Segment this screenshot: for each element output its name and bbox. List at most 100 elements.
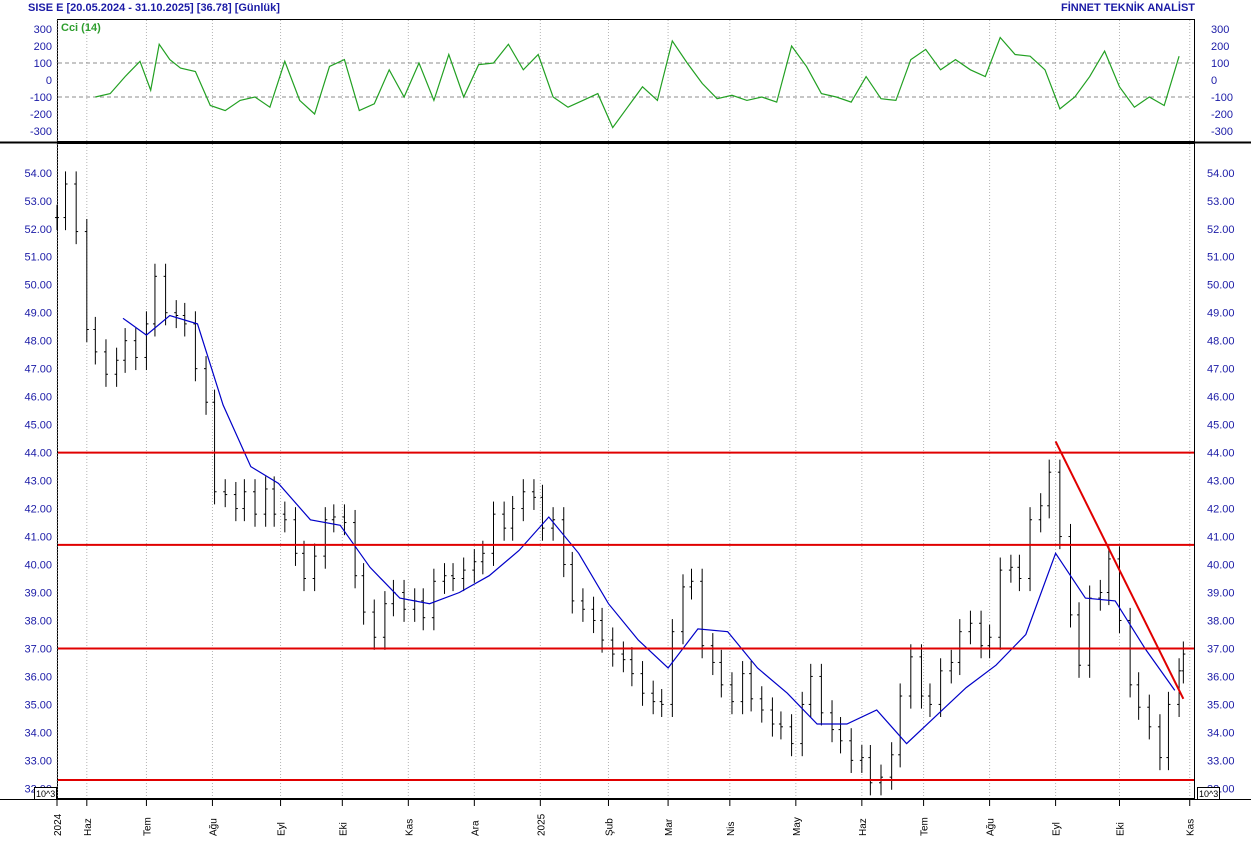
cci-tick-label-left: 100: [34, 58, 52, 70]
price-tick-label-right: 46.00: [1207, 392, 1235, 404]
x-tick-label: Tem: [920, 817, 931, 836]
x-tick-label: Eyl: [1052, 822, 1063, 836]
price-tick-label-left: 36.00: [24, 671, 52, 683]
x-tick-label: Eki: [338, 822, 349, 836]
price-tick-label-left: 41.00: [24, 532, 52, 544]
trendline: [1054, 440, 1185, 700]
price-tick-label-left: 50.00: [24, 280, 52, 292]
cci-tick-label-right: 200: [1211, 41, 1229, 53]
price-tick-label-right: 41.00: [1207, 532, 1235, 544]
price-panel-frame: [57, 143, 1195, 799]
price-tick-label-left: 42.00: [24, 504, 52, 516]
price-tick-label-left: 43.00: [24, 476, 52, 488]
cci-tick-label-left: 200: [34, 41, 52, 53]
x-tick-label: Haz: [858, 818, 869, 836]
price-tick-label-left: 49.00: [24, 308, 52, 320]
x-tick-label: Ağu: [986, 818, 997, 836]
horizontal-levels: [58, 451, 1194, 781]
x-tick-label: Ağu: [208, 818, 219, 836]
price-tick-label-left: 38.00: [24, 615, 52, 627]
cci-tick-label-left: -200: [30, 109, 52, 121]
price-tick-label-left: 40.00: [24, 560, 52, 572]
x-tick-label: 2025: [536, 813, 547, 836]
cci-tick-label-left: 0: [46, 75, 52, 87]
x-tick-label: Şub: [604, 818, 615, 836]
price-tick-label-left: 33.00: [24, 755, 52, 767]
cci-axis-ticks: 300 300 200 200 100 100 0 0 -100 -100 -200 -200 -300…: [30, 24, 1233, 138]
x-tick-label: Haz: [83, 818, 94, 836]
cci-label: Cci (14): [61, 22, 101, 34]
price-tick-label-right: 35.00: [1207, 699, 1235, 711]
price-tick-label-left: 39.00: [24, 588, 52, 600]
price-tick-label-right: 50.00: [1207, 280, 1235, 292]
price-tick-label-right: 52.00: [1207, 224, 1235, 236]
cci-tick-label-right: 100: [1211, 58, 1229, 70]
price-tick-label-right: 47.00: [1207, 364, 1235, 376]
price-tick-label-left: 54.00: [24, 168, 52, 180]
price-tick-label-left: 45.00: [24, 420, 52, 432]
price-tick-label-left: 53.00: [24, 196, 52, 208]
moving-average-series: [122, 314, 1176, 745]
volume-scale-box-left: [34, 787, 57, 800]
price-tick-label-right: 42.00: [1207, 504, 1235, 516]
x-tick-label: Tem: [142, 817, 153, 836]
chart-header-right: FİNNET TEKNİK ANALİST: [1060, 2, 1195, 14]
chart-header-left: SISE E [20.05.2024 - 31.10.2025] [36.78]…: [28, 2, 280, 14]
price-tick-label-left: 48.00: [24, 336, 52, 348]
cci-tick-label-right: -100: [1211, 92, 1233, 104]
x-tick-label: Ara: [470, 820, 481, 836]
price-tick-label-right: 54.00: [1207, 168, 1235, 180]
price-bars: [55, 171, 1186, 796]
cci-tick-label-left: -300: [30, 126, 52, 138]
price-tick-label-left: 34.00: [24, 727, 52, 739]
price-axis-ticks: 54.00 54.00 53.00 53.00 52.00 52.00 51.00 51.00…: [24, 168, 1234, 796]
price-tick-label-left: 52.00: [24, 224, 52, 236]
price-tick-label-right: 34.00: [1207, 727, 1235, 739]
price-tick-label-right: 48.00: [1207, 336, 1235, 348]
x-tick-label: Eyl: [277, 822, 288, 836]
cci-line: [95, 36, 1180, 129]
cci-tick-label-right: 0: [1211, 75, 1217, 87]
price-tick-label-right: 39.00: [1207, 588, 1235, 600]
x-tick-label: Eki: [1115, 822, 1126, 836]
price-tick-label-right: 49.00: [1207, 308, 1235, 320]
price-tick-label-right: 36.00: [1207, 671, 1235, 683]
price-tick-label-left: 51.00: [24, 252, 52, 264]
x-axis-ticks: 2024 Haz Tem Ağu Eyl Eki Kas Ara 2025 Şub Mar Nis Ma…: [53, 800, 1197, 836]
cci-tick-label-left: -100: [30, 92, 52, 104]
price-tick-label-right: 38.00: [1207, 615, 1235, 627]
price-tick-label-right: 33.00: [1207, 755, 1235, 767]
cci-reference-lines: [58, 62, 1194, 98]
price-tick-label-right: 37.00: [1207, 643, 1235, 655]
cci-tick-label-left: 300: [34, 24, 52, 36]
x-tick-label: Kas: [1186, 819, 1197, 836]
price-tick-label-left: 46.00: [24, 392, 52, 404]
cci-tick-label-right: -300: [1211, 126, 1233, 138]
price-tick-label-left: 44.00: [24, 448, 52, 460]
price-tick-label-left: 37.00: [24, 643, 52, 655]
vertical-gridlines: [56, 20, 1191, 798]
price-tick-label-right: 53.00: [1207, 196, 1235, 208]
x-tick-label: Nis: [726, 822, 737, 836]
trendline-line: [1054, 440, 1185, 700]
x-tick-label: May: [792, 817, 803, 836]
x-tick-label: 2024: [53, 813, 64, 836]
cci-tick-label-right: -200: [1211, 109, 1233, 121]
price-tick-label-right: 43.00: [1207, 476, 1235, 488]
cci-tick-label-right: 300: [1211, 24, 1229, 36]
price-tick-label-right: 40.00: [1207, 560, 1235, 572]
price-tick-label-left: 35.00: [24, 699, 52, 711]
moving-average-line: [122, 314, 1176, 745]
price-tick-label-right: 44.00: [1207, 448, 1235, 460]
volume-scale-label-right: 10^3: [1199, 789, 1218, 799]
x-tick-label: Mar: [664, 818, 675, 836]
cci-panel-frame: [57, 19, 1195, 142]
price-tick-label-right: 45.00: [1207, 420, 1235, 432]
price-tick-label-left: 47.00: [24, 364, 52, 376]
volume-scale-label-left: 10^3: [36, 789, 55, 799]
x-tick-label: Kas: [404, 819, 415, 836]
cci-series: [95, 36, 1180, 129]
price-tick-label-right: 51.00: [1207, 252, 1235, 264]
volume-scale-box-right: [1197, 787, 1220, 800]
